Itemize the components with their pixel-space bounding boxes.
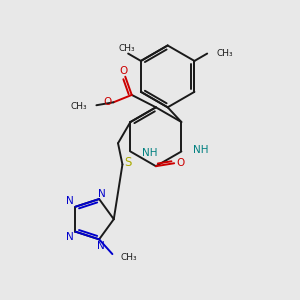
Text: N: N (66, 232, 74, 242)
Text: NH: NH (193, 145, 208, 155)
Text: N: N (98, 189, 105, 199)
Text: NH: NH (142, 148, 157, 158)
Text: S: S (124, 157, 131, 169)
Text: CH₃: CH₃ (121, 253, 137, 262)
Text: O: O (103, 97, 111, 107)
Text: N: N (66, 196, 74, 206)
Text: CH₃: CH₃ (118, 44, 135, 53)
Text: CH₃: CH₃ (70, 102, 87, 111)
Text: O: O (120, 66, 128, 76)
Text: O: O (176, 158, 184, 168)
Text: N: N (97, 241, 104, 251)
Text: CH₃: CH₃ (216, 49, 232, 58)
